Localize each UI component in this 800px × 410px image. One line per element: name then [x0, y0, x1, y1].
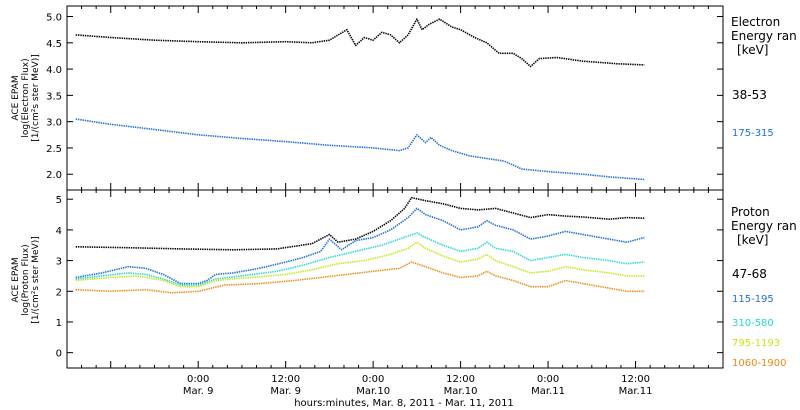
electron-series-175-315	[75, 118, 645, 181]
xtick-label-date: Mar.11	[619, 386, 653, 397]
proton-ytick-label: 0	[56, 349, 62, 360]
proton-legend-entry-115-195: 115-195	[732, 294, 774, 305]
electron-yticks: 2.0 2.5 3.0 3.5 4.0 4.5 5.0	[46, 13, 723, 181]
xtick-label-date: Mar.10	[356, 386, 390, 397]
proton-legend-title-3: [keV]	[737, 233, 768, 247]
proton-series	[75, 196, 645, 294]
electron-ytick-label: 2.5	[46, 144, 62, 155]
proton-ylabel-line-3: [1/(cm²s ster MeV)]	[31, 236, 41, 323]
electron-ytick-label: 3.0	[46, 118, 62, 129]
proton-ytick-label: 5	[56, 195, 62, 206]
proton-legend-entry-1060-1900: 1060-1900	[732, 358, 787, 369]
proton-yaxis-label: ACE EPAM log(Proton Flux) [1/(cm²s ster …	[11, 236, 41, 323]
proton-legend: Proton Energy ran [keV] 47-68 115-195 31…	[731, 205, 797, 369]
proton-panel: ACE EPAM log(Proton Flux) [1/(cm²s ster …	[11, 189, 797, 409]
electron-legend-entry-175-315: 175-315	[732, 128, 774, 139]
electron-legend-title-2: Energy ran	[731, 29, 797, 43]
proton-plot-frame	[66, 189, 724, 369]
proton-yticks: 0 1 2 3 4 5	[56, 195, 723, 360]
xtick-label-time: 12:00	[446, 374, 475, 385]
electron-ytick-label: 2.0	[46, 170, 62, 181]
electron-ylabel-line-1: ACE EPAM	[11, 75, 21, 120]
electron-ytick-label: 3.5	[46, 91, 62, 102]
proton-series-1060-1900	[75, 261, 645, 294]
proton-series-795-1193	[75, 241, 645, 288]
proton-legend-title-2: Energy ran	[731, 219, 797, 233]
proton-series-310-580	[75, 232, 645, 286]
electron-ytick-label: 4.5	[46, 39, 62, 50]
proton-legend-entry-47-68: 47-68	[732, 267, 767, 281]
xtick-label-time: 0:00	[362, 374, 384, 385]
electron-legend-title-3: [keV]	[737, 43, 768, 57]
proton-legend-title-1: Proton	[731, 205, 770, 219]
electron-panel: ACE EPAM log(Electron Flux) [1/(cm²s ste…	[11, 5, 797, 191]
proton-legend-entry-310-580: 310-580	[732, 318, 774, 329]
proton-ytick-label: 4	[56, 226, 62, 237]
electron-legend-entry-38-53: 38-53	[732, 88, 767, 102]
electron-ylabel-line-3: [1/(cm²s ster MeV)]	[31, 54, 41, 141]
proton-ytick-label: 1	[56, 318, 62, 329]
electron-legend: Electron Energy ran [keV] 38-53 175-315	[731, 15, 797, 139]
proton-ylabel-line-1: ACE EPAM	[11, 257, 21, 302]
xtick-label-date: Mar.10	[444, 386, 478, 397]
electron-yaxis-label: ACE EPAM log(Electron Flux) [1/(cm²s ste…	[11, 54, 41, 141]
proton-ylabel-line-2: log(Proton Flux)	[21, 244, 31, 315]
xtick-label-time: 0:00	[537, 374, 559, 385]
proton-series-47-68	[75, 196, 645, 251]
electron-legend-title-1: Electron	[731, 15, 780, 29]
xtick-label-date: Mar. 9	[183, 386, 214, 397]
electron-ylabel-line-2: log(Electron Flux)	[21, 58, 31, 137]
electron-series	[75, 18, 645, 181]
xtick-label-date: Mar. 9	[270, 386, 301, 397]
proton-legend-entry-795-1193: 795-1193	[732, 338, 780, 349]
x-axis-title: hours:minutes, Mar. 8, 2011 - Mar. 11, 2…	[294, 398, 514, 409]
electron-ytick-label: 5.0	[46, 13, 62, 24]
proton-series-115-195	[75, 207, 645, 285]
electron-series-38-53	[75, 18, 645, 68]
proton-ytick-label: 3	[56, 257, 62, 268]
xtick-label-date: Mar.11	[531, 386, 565, 397]
proton-ytick-label: 2	[56, 287, 62, 298]
proton-xticks	[66, 190, 724, 368]
xtick-label-time: 12:00	[621, 374, 650, 385]
electron-ytick-label: 4.0	[46, 65, 62, 76]
xtick-label-time: 0:00	[187, 374, 209, 385]
xtick-label-time: 12:00	[271, 374, 300, 385]
